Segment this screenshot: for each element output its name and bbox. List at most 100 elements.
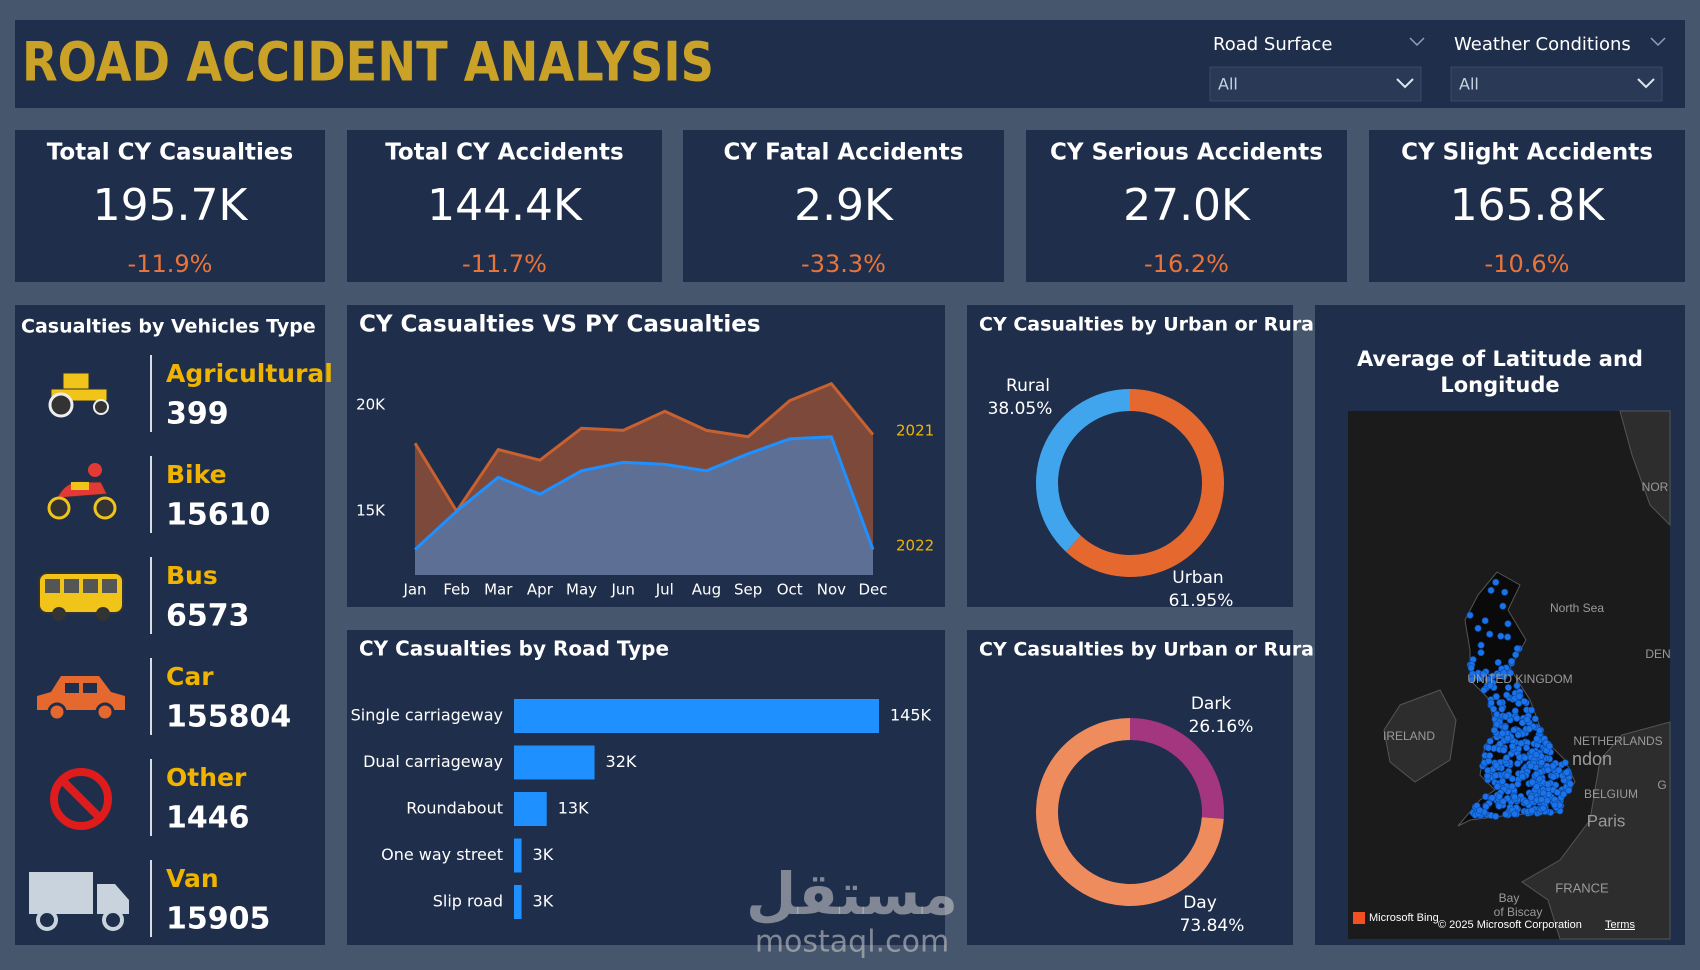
kpi-change: -11.7% (462, 250, 547, 278)
category-label: Dual carriageway (363, 752, 503, 771)
vehicle-name: Bus (166, 561, 218, 590)
map-point (1518, 719, 1526, 727)
slice-value-label: 38.05% (988, 399, 1053, 419)
map-point (1536, 727, 1544, 735)
map-point (1477, 649, 1485, 657)
map-point (1549, 773, 1557, 781)
map-point (1539, 789, 1547, 797)
filter-chevron (1409, 37, 1425, 47)
map-point (1546, 742, 1554, 750)
map-point (1560, 790, 1568, 798)
slice-value-label: 61.95% (1169, 591, 1234, 611)
x-tick-label: Apr (527, 581, 554, 599)
map-point (1497, 632, 1505, 640)
map-point (1488, 794, 1496, 802)
kpi-card (347, 130, 662, 282)
icon-part (52, 607, 66, 621)
map-label: ndon (1572, 749, 1612, 769)
map-point (1527, 706, 1535, 714)
map-point (1525, 725, 1533, 733)
map-land (1521, 721, 1671, 940)
map-point (1508, 775, 1516, 783)
map-point (1514, 780, 1522, 788)
vehicle-icon (50, 768, 112, 830)
map-terms[interactable]: Terms (1605, 919, 1635, 931)
filter-value: All (1218, 75, 1238, 94)
map-point (1486, 630, 1494, 638)
map-point (1544, 780, 1552, 788)
map-point (1508, 657, 1516, 665)
map-label: FRANCE (1555, 880, 1609, 895)
map-point (1492, 578, 1500, 586)
icon-part (47, 496, 71, 520)
icon-part (37, 676, 125, 710)
x-tick-label: Sep (734, 581, 762, 599)
watermark-arabic: مستقل (746, 860, 958, 928)
kpi-title: Total CY Casualties (47, 140, 293, 166)
map-point (1537, 796, 1545, 804)
x-tick-label: Oct (777, 581, 803, 599)
map-point (1476, 806, 1484, 814)
map-label: Bay (1499, 891, 1520, 905)
kpi-value: 27.0K (1123, 180, 1251, 231)
kpi-value: 165.8K (1450, 180, 1606, 231)
map-point (1504, 734, 1512, 742)
bar (514, 838, 522, 873)
map-point (1498, 729, 1506, 737)
map-point (1492, 771, 1500, 779)
vehicle-icon (38, 572, 124, 621)
vehicle-name: Agricultural (166, 359, 333, 388)
kpi-card (15, 130, 325, 282)
filter-dropdown[interactable] (1450, 66, 1663, 102)
map-point (1544, 766, 1552, 774)
icon-part (93, 399, 109, 415)
icon-part (96, 607, 110, 621)
map-point (1504, 633, 1512, 641)
filter-dropdown[interactable] (1209, 66, 1422, 102)
icon-part (83, 579, 98, 593)
icon-part (29, 872, 93, 914)
icon-part (65, 683, 79, 693)
map-label: NETHERLANDS (1573, 734, 1662, 748)
map-point (1563, 768, 1571, 776)
map-point (1538, 759, 1546, 767)
icon-part (45, 579, 60, 593)
map-label: IRELAND (1383, 729, 1435, 743)
map-label: NOR (1642, 480, 1669, 494)
chart-panel (347, 630, 945, 945)
series-label: 2022 (896, 537, 934, 555)
map-point (1493, 783, 1501, 791)
map-point (1467, 664, 1475, 672)
icon-part (47, 702, 67, 722)
map-point (1493, 720, 1501, 728)
map-point (1492, 761, 1500, 769)
value-label: 3K (533, 845, 554, 864)
map-label: G (1657, 778, 1666, 792)
series-label: 2021 (896, 422, 934, 440)
map-point (1533, 783, 1541, 791)
kpi-card (1369, 130, 1685, 282)
vehicle-count: 399 (166, 397, 229, 432)
kpi-value: 2.9K (794, 180, 894, 231)
map-point (1528, 807, 1536, 815)
map-point (1481, 617, 1489, 625)
icon-part (102, 909, 124, 931)
map-point (1477, 641, 1485, 649)
icon-part (64, 579, 79, 593)
map-label: Paris (1587, 811, 1626, 830)
bar (514, 745, 595, 780)
map-point (1499, 602, 1507, 610)
map-point (1480, 686, 1488, 694)
map-point (1520, 697, 1528, 705)
map-point (1514, 731, 1522, 739)
map-label: BELGIUM (1584, 787, 1638, 801)
icon-part (102, 579, 117, 593)
map-point (1498, 705, 1506, 713)
bar (514, 792, 547, 826)
map-point (1502, 713, 1510, 721)
map-label: UNITED KINGDOM (1467, 672, 1572, 686)
map-point (1528, 778, 1536, 786)
slice-category-label: Rural (1006, 376, 1050, 396)
